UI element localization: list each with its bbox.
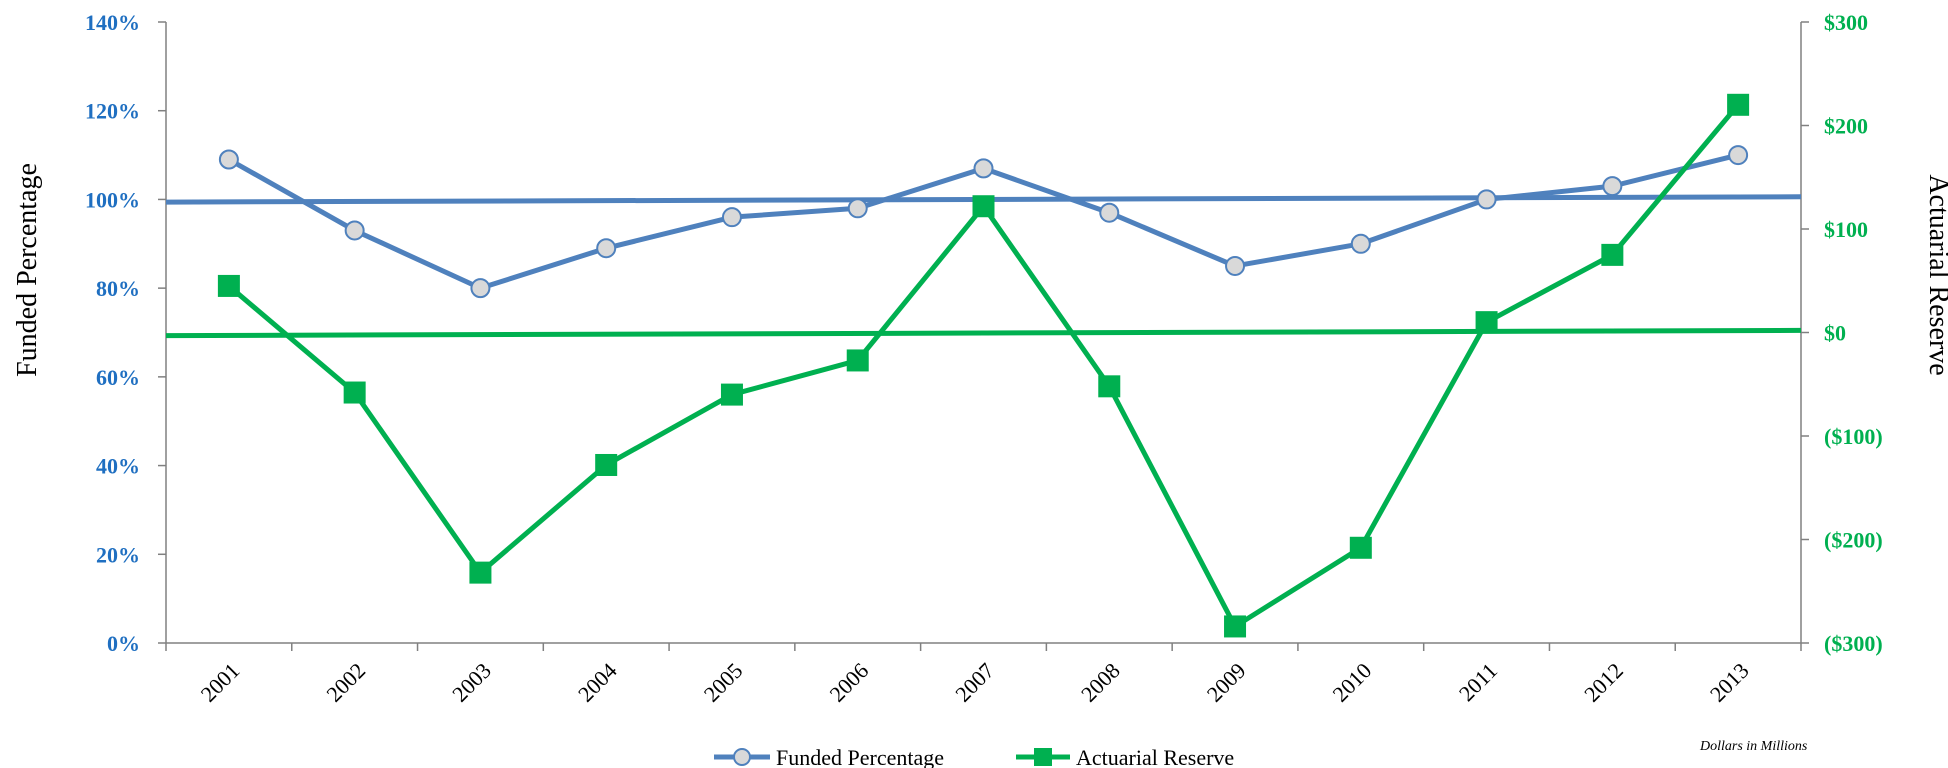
data-point-funded (1099, 202, 1120, 223)
data-point-reserve (1601, 243, 1624, 266)
left-tick-label: 60% (96, 365, 140, 390)
series-lines (227, 103, 1741, 629)
x-tick-label: 2009 (1202, 658, 1251, 707)
right-axis-title: Actuarial Reserve (1923, 174, 1948, 375)
data-point-funded (1225, 255, 1246, 276)
data-point-funded (344, 220, 365, 241)
x-tick-label: 2004 (573, 658, 622, 707)
left-tick-label: 40% (96, 454, 140, 479)
left-tick-label: 80% (96, 276, 140, 301)
right-tick-label: ($200) (1824, 528, 1883, 553)
x-tick-label: 2013 (1705, 658, 1754, 707)
data-point-reserve (595, 453, 618, 476)
units-note: Dollars in Millions (1699, 739, 1808, 754)
left-tick-label: 100% (85, 187, 140, 212)
left-tick-label: 0% (107, 631, 140, 656)
x-tick-label: 2011 (1454, 658, 1502, 706)
right-tick-label: $100 (1824, 217, 1868, 242)
left-tick-label: 120% (85, 99, 140, 124)
legend-marker-reserve (1034, 748, 1052, 766)
legend: Funded Percentage Actuarial Reserve (714, 745, 1234, 768)
x-tick-label: 2002 (321, 658, 370, 707)
trendlines (165, 194, 1802, 339)
data-point-reserve (972, 195, 995, 218)
x-axis-ticks: 2001 2002 2003 2004 2005 2006 2007 2008 2009 2010… (165, 643, 1802, 707)
legend-label-funded: Funded Percentage (776, 745, 944, 768)
x-tick-label: 2006 (824, 658, 873, 707)
data-point-funded (470, 278, 491, 299)
data-point-reserve (469, 561, 492, 584)
left-tick-label: 140% (85, 10, 140, 35)
data-point-reserve (1349, 536, 1372, 559)
right-tick-label: ($300) (1824, 631, 1883, 656)
data-point-reserve (217, 274, 240, 297)
right-tick-label: $200 (1824, 114, 1868, 139)
legend-label-reserve: Actuarial Reserve (1076, 745, 1234, 768)
right-tick-label: $0 (1824, 321, 1846, 346)
x-tick-label: 2008 (1076, 658, 1125, 707)
data-point-reserve (846, 349, 869, 372)
right-tick-label: ($100) (1824, 424, 1883, 449)
trendline-reserve (165, 327, 1802, 339)
data-point-reserve (1098, 375, 1121, 398)
series-markers (217, 93, 1750, 638)
data-point-reserve (720, 383, 743, 406)
data-point-funded (1476, 189, 1497, 210)
left-axis-title: Funded Percentage (12, 163, 43, 377)
x-tick-label: 2007 (950, 658, 999, 707)
x-tick-label: 2003 (447, 658, 496, 707)
data-point-funded (1350, 233, 1371, 254)
x-tick-label: 2010 (1328, 658, 1377, 707)
data-point-funded (1602, 176, 1623, 197)
data-point-reserve (1727, 93, 1750, 116)
right-tick-label: $300 (1824, 10, 1868, 35)
data-point-funded (721, 207, 742, 228)
data-point-reserve (1224, 615, 1247, 638)
data-point-funded (596, 238, 617, 259)
left-tick-label: 20% (96, 542, 140, 567)
data-point-funded (1728, 145, 1749, 166)
left-axis-ticks: 0% 20% 40% 60% 80% 100% 120% 140% (85, 10, 166, 656)
data-point-reserve (343, 381, 366, 404)
x-tick-label: 2001 (196, 658, 245, 707)
data-point-reserve (1475, 311, 1498, 334)
x-tick-label: 2012 (1579, 658, 1628, 707)
right-axis-ticks: ($300) ($200) ($100) $0 $100 $200 $300 (1801, 10, 1883, 656)
data-point-funded (847, 198, 868, 219)
series-line-reserve (227, 103, 1741, 629)
data-point-funded (973, 158, 994, 179)
x-tick-label: 2005 (699, 658, 748, 707)
data-point-funded (218, 149, 239, 170)
legend-marker-funded (733, 748, 751, 766)
